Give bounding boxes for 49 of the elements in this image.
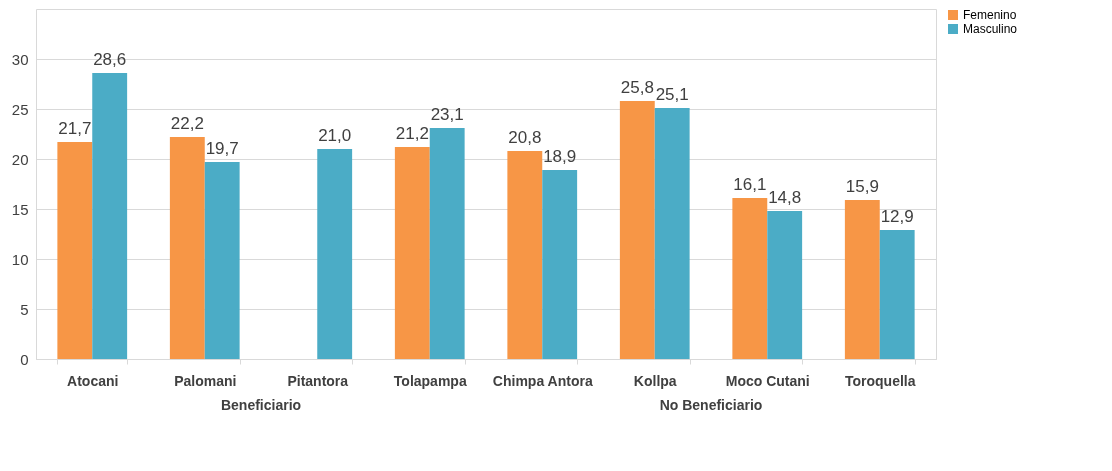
x-tick-label: Tolapampa bbox=[393, 372, 467, 389]
x-tick-label: Kollpa bbox=[633, 372, 677, 389]
y-tick-label: 25 bbox=[11, 100, 29, 118]
bar bbox=[394, 147, 430, 359]
y-tick-label: 30 bbox=[11, 50, 29, 68]
data-label: 14,8 bbox=[768, 188, 802, 207]
data-label: 19,7 bbox=[205, 139, 239, 158]
data-label: 18,9 bbox=[543, 147, 577, 166]
data-label: 22,2 bbox=[170, 114, 204, 133]
data-label: 25,1 bbox=[655, 85, 689, 104]
legend-label: Femenino bbox=[963, 8, 1017, 22]
bar bbox=[767, 211, 803, 359]
bar bbox=[507, 151, 543, 359]
x-tick-label: Toroquella bbox=[844, 372, 916, 389]
x-tick-label: Atocani bbox=[67, 372, 119, 389]
y-tick-label: 20 bbox=[11, 150, 29, 168]
bar bbox=[204, 162, 240, 359]
data-label: 23,1 bbox=[430, 105, 464, 124]
legend-label: Masculino bbox=[963, 22, 1018, 36]
y-tick-label: 5 bbox=[20, 300, 29, 318]
data-label: 28,6 bbox=[93, 50, 127, 69]
bar bbox=[429, 128, 465, 359]
x-tick-label: Pitantora bbox=[287, 372, 349, 389]
bar bbox=[654, 108, 690, 359]
bar bbox=[317, 149, 353, 359]
data-label: 15,9 bbox=[845, 177, 879, 196]
data-label: 21,2 bbox=[395, 124, 429, 143]
y-tick-label: 10 bbox=[11, 250, 29, 268]
bar bbox=[844, 200, 880, 359]
data-label: 12,9 bbox=[880, 207, 914, 226]
bar bbox=[57, 142, 93, 359]
bar bbox=[732, 198, 768, 359]
y-tick-label: 15 bbox=[11, 200, 29, 218]
data-label: 20,8 bbox=[508, 128, 542, 147]
bar bbox=[169, 137, 205, 359]
text: Beneficiario bbox=[220, 397, 302, 413]
text: No Beneficiario bbox=[659, 397, 763, 413]
bar bbox=[542, 170, 578, 359]
x-tick-label: Chimpa Antora bbox=[492, 372, 593, 389]
bar bbox=[619, 101, 655, 359]
data-label: 16,1 bbox=[733, 175, 767, 194]
data-label: 21,0 bbox=[318, 126, 352, 145]
bar bbox=[92, 73, 128, 359]
data-label: 21,7 bbox=[58, 119, 92, 138]
bar bbox=[879, 230, 915, 359]
x-tick-label: Moco Cutani bbox=[725, 372, 810, 389]
x-tick-label: Palomani bbox=[174, 372, 237, 389]
data-label: 25,8 bbox=[620, 78, 654, 97]
y-tick-label: 0 bbox=[20, 350, 29, 368]
